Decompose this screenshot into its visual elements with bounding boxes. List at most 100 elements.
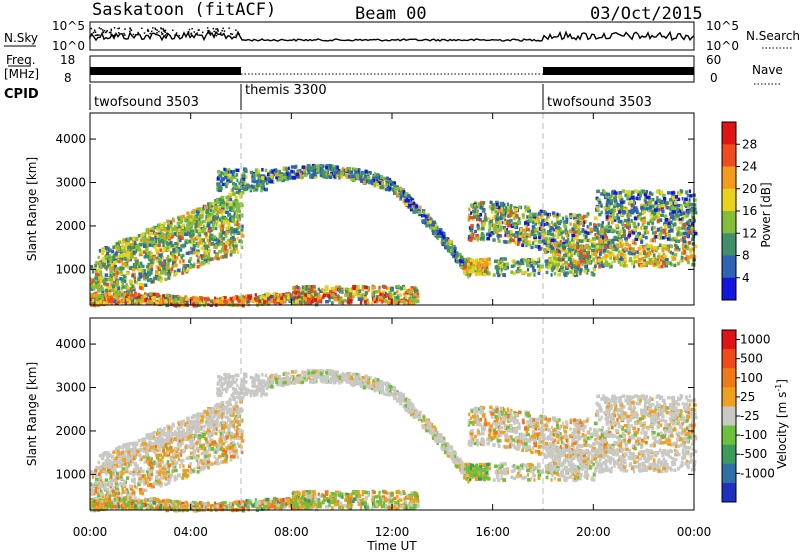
power-cell <box>526 263 531 268</box>
power-cell <box>643 258 646 263</box>
power-cell <box>552 213 557 218</box>
cpid-segment-3: twofsound 3503 <box>547 95 652 110</box>
power-cell <box>524 270 527 274</box>
power-cell <box>157 229 161 233</box>
power-cell <box>176 297 180 301</box>
power-cell <box>355 167 359 172</box>
power-cell <box>286 175 289 180</box>
power-cell <box>512 214 517 218</box>
power-cell <box>441 234 446 239</box>
power-cell <box>317 287 321 292</box>
power-cell <box>560 269 564 273</box>
power-cell <box>605 238 609 243</box>
power-cell <box>600 223 604 228</box>
power-cell <box>361 171 365 175</box>
power-cell <box>334 171 338 175</box>
power-cell <box>226 217 229 221</box>
power-cell <box>205 215 208 219</box>
power-cell <box>411 205 414 209</box>
power-cell <box>585 251 588 255</box>
power-cell <box>676 247 679 252</box>
power-cell <box>161 261 165 266</box>
power-cell <box>185 300 189 305</box>
power-cell <box>278 177 282 181</box>
power-cell <box>261 181 265 186</box>
power-cell <box>661 236 665 240</box>
power-cell <box>192 221 197 225</box>
power-cell <box>90 280 94 285</box>
power-cell <box>217 210 220 214</box>
power-cell <box>675 227 679 231</box>
power-cell <box>106 285 109 289</box>
power-cell <box>552 259 557 263</box>
power-cell <box>120 259 124 263</box>
power-cell <box>562 230 565 234</box>
power-cell <box>178 238 182 243</box>
power-cell <box>679 238 683 242</box>
power-cell <box>232 175 237 179</box>
power-cell <box>499 220 503 225</box>
power-cell <box>137 293 141 297</box>
power-cell <box>171 264 175 268</box>
power-cell <box>556 235 560 239</box>
power-cell <box>391 293 395 297</box>
power-cell <box>220 218 223 223</box>
power-cell <box>335 173 340 178</box>
power-cell <box>279 300 284 304</box>
power-cell <box>238 296 242 300</box>
power-cell <box>403 296 407 301</box>
power-cell <box>221 215 225 220</box>
power-cell <box>205 225 208 230</box>
power-cell <box>532 241 535 245</box>
power-cell <box>166 226 170 231</box>
power-cell <box>339 297 343 302</box>
power-cell <box>346 293 351 298</box>
power-cell <box>440 241 443 245</box>
power-cell <box>129 265 133 270</box>
power-cell <box>434 223 437 227</box>
power-cell <box>652 231 655 235</box>
power-cell <box>650 218 654 223</box>
nsky-line <box>89 30 695 42</box>
power-cell <box>506 234 510 238</box>
power-cell <box>494 265 498 269</box>
power-cell <box>657 264 661 268</box>
power-cell <box>407 300 410 304</box>
power-cell <box>297 301 301 306</box>
power-cell <box>508 240 512 244</box>
power-cell <box>98 294 101 299</box>
power-cell <box>204 235 209 240</box>
power-cell <box>134 241 136 245</box>
power-cell <box>514 208 518 212</box>
power-cell <box>636 255 640 259</box>
power-cell <box>586 212 590 216</box>
power-cell <box>611 240 615 245</box>
power-cell <box>258 174 261 178</box>
power-cell <box>148 267 151 272</box>
power-cell <box>242 171 246 176</box>
power-cell <box>183 230 187 235</box>
power-cell <box>593 248 597 252</box>
power-cell <box>499 225 503 229</box>
power-cell <box>494 214 499 219</box>
power-cell <box>119 271 124 276</box>
power-cell <box>155 272 160 277</box>
power-cell <box>160 271 164 275</box>
power-cell <box>364 169 368 174</box>
power-cell <box>98 249 102 253</box>
power-cell <box>351 178 356 182</box>
power-cell <box>177 246 181 251</box>
power-cell <box>231 299 234 303</box>
power-cell <box>577 232 582 236</box>
power-cell <box>162 266 166 270</box>
power-cell <box>620 250 624 255</box>
power-cell <box>292 298 295 302</box>
power-cell <box>169 229 173 234</box>
power-cell <box>402 190 405 194</box>
power-cell <box>690 254 694 258</box>
power-cell <box>149 231 154 236</box>
power-cell <box>544 218 549 222</box>
power-cell <box>555 267 559 271</box>
power-cell <box>641 256 645 261</box>
power-cell <box>656 227 660 231</box>
